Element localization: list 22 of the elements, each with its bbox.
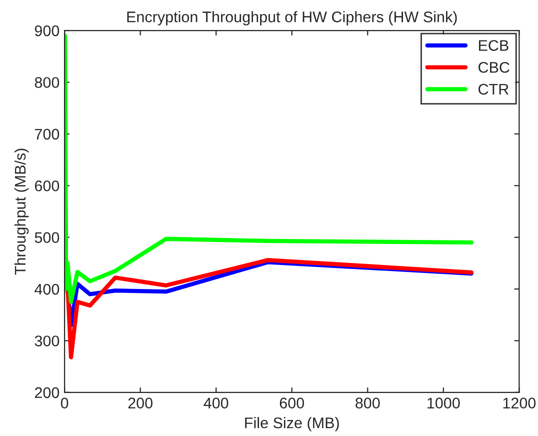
line-series bbox=[64, 34, 474, 304]
x-tick-label: 400 bbox=[204, 398, 228, 408]
x-tick-label: 1000 bbox=[428, 398, 460, 408]
y-tick-label: 500 bbox=[34, 232, 60, 243]
y-tick-label: 300 bbox=[34, 336, 60, 346]
y-tick-label: 700 bbox=[34, 128, 60, 140]
y-axis-title: Throughput (MB/s) bbox=[14, 148, 29, 275]
x-tick-label: 600 bbox=[280, 398, 304, 408]
x-tick-label: 1200 bbox=[503, 398, 536, 408]
legend-label: CTR bbox=[478, 84, 508, 95]
x-tick-label: 0 bbox=[60, 398, 68, 408]
legend-label: CBC bbox=[478, 62, 510, 73]
legend-label: ECB bbox=[479, 40, 508, 51]
x-tick-label: 800 bbox=[356, 398, 380, 408]
chart-title: Encryption Throughput of HW Ciphers (HW Sink) bbox=[127, 11, 457, 26]
x-tick-label: 200 bbox=[128, 398, 152, 408]
y-tick-label: 900 bbox=[34, 25, 60, 36]
y-tick-label: 400 bbox=[34, 284, 60, 295]
y-tick-label: 600 bbox=[34, 180, 60, 192]
y-tick-label: 200 bbox=[34, 387, 60, 398]
x-axis-title: File Size (MB) bbox=[245, 417, 339, 432]
y-tick-label: 800 bbox=[34, 77, 60, 88]
